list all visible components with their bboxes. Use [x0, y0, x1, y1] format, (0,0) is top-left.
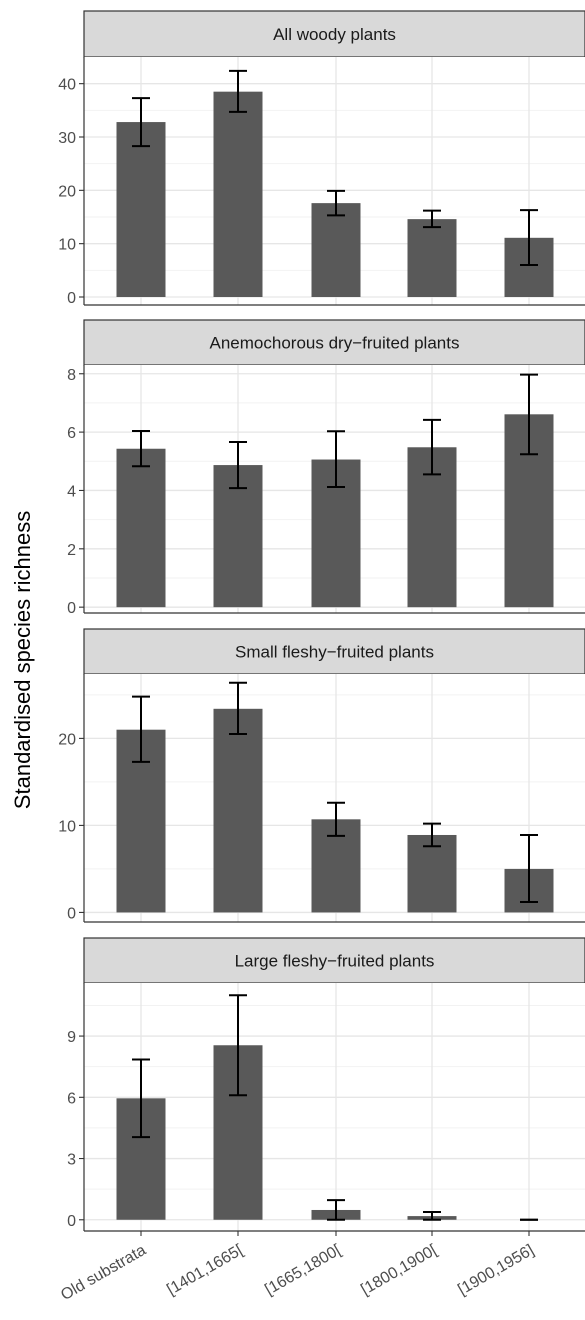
y-tick-label: 8 — [67, 367, 76, 384]
bar — [213, 708, 263, 913]
facet-panel: Anemochorous dry−fruited plants 0 2 4 6 8 — [67, 319, 585, 617]
facet-title: Large fleshy−fruited plants — [235, 952, 435, 971]
facet-strip — [83, 319, 585, 366]
bar — [311, 203, 361, 297]
bar — [116, 448, 166, 608]
y-tick-label: 30 — [58, 130, 76, 147]
y-tick-label: 2 — [67, 542, 76, 559]
y-tick-label: 20 — [58, 731, 76, 748]
y-tick-label: 3 — [67, 1152, 76, 1169]
bar — [407, 834, 457, 913]
x-tick-label: [1800,1900[ — [358, 1241, 440, 1298]
facet-title: Small fleshy−fruited plants — [235, 643, 434, 662]
bar — [213, 91, 263, 298]
x-tick-label: [1401,1665[ — [164, 1241, 246, 1298]
bar — [407, 219, 457, 297]
y-tick-label: 0 — [67, 1213, 76, 1230]
y-tick-label: 6 — [67, 1090, 76, 1107]
x-tick-label: [1665,1800[ — [262, 1241, 344, 1298]
facet-panel: All woody plants 0 10 20 30 40 — [58, 10, 585, 307]
y-tick-label: 9 — [67, 1029, 76, 1046]
y-tick-label: 20 — [58, 183, 76, 200]
y-axis-label: Standardised species richness — [10, 511, 35, 809]
y-tick-label: 10 — [58, 818, 76, 835]
y-tick-label: 0 — [67, 600, 76, 617]
facet-title: All woody plants — [273, 25, 396, 44]
y-tick-label: 40 — [58, 77, 76, 94]
y-tick-label: 6 — [67, 425, 76, 442]
y-tick-label: 10 — [58, 237, 76, 254]
y-tick-label: 4 — [67, 483, 76, 500]
facet-strip — [83, 628, 585, 675]
y-tick-label: 0 — [67, 290, 76, 307]
panel-background — [84, 983, 585, 1231]
y-tick-label: 0 — [67, 905, 76, 922]
facet-strip — [83, 10, 585, 58]
x-tick-label: [1900,1956] — [455, 1242, 537, 1299]
x-tick-label: Old substrata — [58, 1242, 149, 1304]
facet-panel: Small fleshy−fruited plants 0 10 20 — [58, 628, 585, 923]
facet-strip — [83, 937, 585, 984]
bar — [116, 122, 166, 297]
facet-panel: Large fleshy−fruited plants 0 3 6 9 — [67, 937, 585, 1232]
x-tick-labels: Old substrata [1401,1665[ [1665,1800[[1800… — [58, 1231, 537, 1304]
facet-title: Anemochorous dry−fruited plants — [210, 334, 460, 353]
